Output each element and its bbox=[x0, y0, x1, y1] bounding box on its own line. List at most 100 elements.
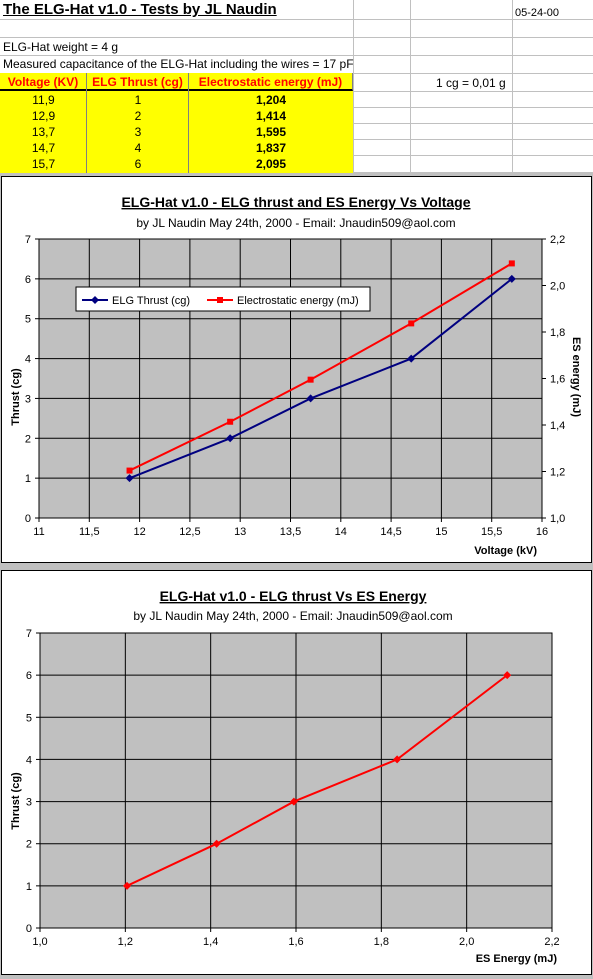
x-tick-label: 1,8 bbox=[374, 936, 389, 948]
x-tick-label: 11 bbox=[33, 526, 44, 538]
table-cell: 6 bbox=[134, 157, 142, 171]
table-cell: 11,9 bbox=[32, 93, 55, 107]
y2-tick-label: 1,8 bbox=[550, 327, 565, 339]
spreadsheet: The ELG-Hat v1.0 - Tests by JL Naudin 05… bbox=[0, 0, 593, 173]
chart-thrust-vs-energy: ELG-Hat v1.0 - ELG thrust Vs ES Energy b… bbox=[1, 570, 592, 975]
table-cell: 14,7 bbox=[31, 141, 56, 155]
data-point bbox=[289, 797, 298, 806]
y2-tick-label: 1,2 bbox=[550, 467, 565, 479]
y2-tick-label: 1,0 bbox=[550, 513, 565, 525]
x-tick-label: 15,5 bbox=[481, 526, 502, 538]
y2-tick-label: 1,6 bbox=[550, 374, 565, 386]
chart-title: ELG-Hat v1.0 - ELG thrust Vs ES Energy bbox=[160, 588, 427, 604]
table-row: 15,7 6 2,095 bbox=[0, 156, 353, 172]
y2-tick-label: 1,4 bbox=[550, 420, 565, 432]
column-divider bbox=[0, 73, 87, 173]
x-tick-label: 2,2 bbox=[544, 936, 559, 948]
data-point bbox=[306, 394, 315, 403]
data-point bbox=[503, 671, 512, 680]
grid-line bbox=[410, 0, 411, 172]
y-tick-label: 3 bbox=[25, 393, 31, 405]
y-tick-label: 5 bbox=[26, 712, 32, 724]
column-divider bbox=[87, 73, 189, 173]
table-cell: 1,837 bbox=[255, 141, 287, 155]
chart-canvas: ELG-Hat v1.0 - ELG thrust Vs ES Energy b… bbox=[10, 588, 560, 965]
weight-note: ELG-Hat weight = 4 g bbox=[3, 40, 119, 54]
x-tick-label: 14 bbox=[335, 526, 347, 538]
x-tick-label: 13,5 bbox=[280, 526, 301, 538]
table-cell: 15,7 bbox=[31, 157, 56, 171]
y-tick-label: 7 bbox=[26, 628, 32, 640]
y-tick-label: 5 bbox=[25, 314, 31, 326]
y-tick-label: 1 bbox=[25, 473, 31, 485]
y-tick-label: 6 bbox=[25, 274, 31, 286]
grid-line bbox=[0, 37, 593, 38]
table-cell: 1 bbox=[134, 93, 142, 107]
data-point bbox=[126, 467, 133, 474]
table-cell: 1,414 bbox=[255, 109, 287, 123]
grid-line bbox=[512, 0, 513, 172]
data-point bbox=[226, 434, 235, 443]
table-cell: 2 bbox=[134, 109, 142, 123]
legend-label: Electrostatic energy (mJ) bbox=[237, 295, 359, 307]
x-tick-label: 12,5 bbox=[179, 526, 200, 538]
y-tick-label: 4 bbox=[26, 754, 32, 766]
data-point bbox=[123, 881, 132, 890]
data-point bbox=[407, 354, 416, 363]
sheet-title: The ELG-Hat v1.0 - Tests by JL Naudin bbox=[3, 1, 277, 18]
y2-tick-label: 2,0 bbox=[550, 281, 565, 293]
table-cell: 4 bbox=[134, 141, 142, 155]
x-tick-label: 1,0 bbox=[32, 936, 47, 948]
y2-tick-label: 2,2 bbox=[550, 234, 565, 246]
y-tick-label: 6 bbox=[26, 670, 32, 682]
table-row: 13,7 3 1,595 bbox=[0, 124, 353, 140]
data-point bbox=[125, 474, 134, 483]
table-row: 14,7 4 1,837 bbox=[0, 140, 353, 156]
y-axis-label: Thrust (cg) bbox=[10, 772, 22, 830]
chart-subtitle: by JL Naudin May 24th, 2000 - Email: Jna… bbox=[133, 609, 452, 623]
legend-marker bbox=[91, 296, 99, 304]
table-cell: 13,7 bbox=[31, 125, 56, 139]
y-tick-label: 1 bbox=[26, 881, 32, 893]
chart-canvas: ELG-Hat v1.0 - ELG thrust and ES Energy … bbox=[10, 194, 582, 557]
table-cell: 3 bbox=[134, 125, 142, 139]
x-tick-label: 1,6 bbox=[288, 936, 303, 948]
data-table: Voltage (KV) ELG Thrust (cg) Electrostat… bbox=[0, 73, 353, 173]
y-axis-label: Thrust (cg) bbox=[10, 368, 22, 426]
y-tick-label: 2 bbox=[25, 433, 31, 445]
capacitance-note: Measured capacitance of the ELG-Hat incl… bbox=[3, 57, 354, 71]
y-tick-label: 0 bbox=[26, 923, 32, 935]
grid-line bbox=[353, 0, 354, 172]
table-cell: 12,9 bbox=[31, 109, 56, 123]
y2-axis-label: ES energy (mJ) bbox=[570, 337, 582, 417]
chart-thrust-energy-vs-voltage: ELG-Hat v1.0 - ELG thrust and ES Energy … bbox=[1, 176, 592, 563]
y-tick-label: 7 bbox=[25, 234, 31, 246]
chart-subtitle: by JL Naudin May 24th, 2000 - Email: Jna… bbox=[136, 216, 455, 230]
x-axis-label: Voltage (kV) bbox=[474, 545, 537, 557]
data-point bbox=[507, 274, 516, 283]
data-point bbox=[508, 260, 515, 267]
plot-border bbox=[38, 238, 543, 519]
data-point bbox=[307, 376, 314, 383]
sheet-date: 05-24-00 bbox=[515, 7, 560, 19]
table-row: 12,9 2 1,414 bbox=[0, 108, 353, 124]
x-tick-label: 14,5 bbox=[380, 526, 401, 538]
x-tick-label: 1,2 bbox=[118, 936, 133, 948]
data-point bbox=[408, 320, 415, 327]
legend-marker bbox=[217, 297, 223, 303]
x-tick-label: 1,4 bbox=[203, 936, 218, 948]
chart-title: ELG-Hat v1.0 - ELG thrust and ES Energy … bbox=[121, 194, 470, 210]
table-row: 11,9 1 1,204 bbox=[0, 92, 353, 108]
x-tick-label: 16 bbox=[536, 526, 548, 538]
x-tick-label: 2,0 bbox=[459, 936, 474, 948]
y-tick-label: 3 bbox=[26, 797, 32, 809]
x-tick-label: 13 bbox=[234, 526, 246, 538]
plot-border bbox=[39, 632, 553, 929]
data-point bbox=[227, 418, 234, 425]
x-tick-label: 11,5 bbox=[79, 526, 100, 538]
table-cell: 1,204 bbox=[255, 93, 287, 107]
data-point bbox=[212, 839, 221, 848]
legend: ELG Thrust (cg) Electrostatic energy (mJ… bbox=[75, 286, 371, 312]
table-header-cell: Electrostatic energy (mJ) bbox=[189, 73, 353, 91]
y-tick-label: 2 bbox=[26, 839, 32, 851]
